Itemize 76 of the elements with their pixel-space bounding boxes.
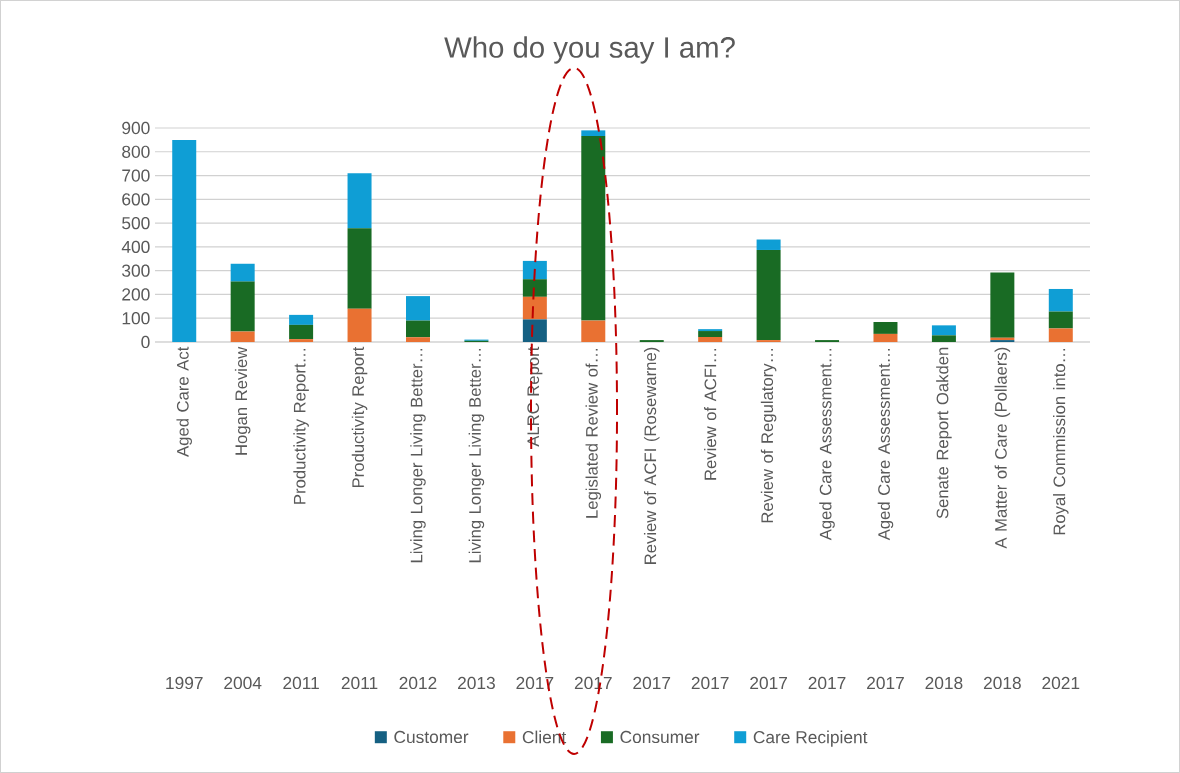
bar (931, 325, 956, 336)
bar (405, 296, 430, 321)
y-tick-label: 700 (122, 169, 150, 182)
y-tick-label: 0 (141, 335, 150, 349)
bar (522, 279, 547, 297)
bar (873, 333, 898, 342)
bar (522, 260, 547, 280)
text: 2018 (925, 676, 963, 690)
x-tick-label: Royal Commission into… (1053, 349, 1069, 535)
x-tick-label: Senate Report Oakden (936, 347, 952, 519)
y-tick-label: 400 (121, 240, 150, 254)
x-tick-label: Productivity Report… (293, 348, 309, 504)
text: 2011 (341, 676, 378, 690)
text: 2017 (574, 676, 612, 690)
bar (1048, 311, 1073, 329)
bar (347, 173, 372, 229)
bar (990, 272, 1015, 338)
bar (756, 249, 781, 341)
text: 2013 (458, 676, 495, 690)
x-tick-label: Productivity Report (351, 346, 368, 488)
x-tick-label: Aged Care Assessment… (877, 348, 894, 541)
bar (405, 337, 430, 342)
legend-label: Consumer (620, 730, 700, 744)
y-tick-label: 600 (122, 193, 150, 206)
y-tick-label: 100 (122, 312, 150, 325)
bar (172, 139, 197, 342)
x-tick-label: Review of Regulatory… (760, 349, 777, 523)
bar (1048, 328, 1073, 342)
bar (289, 339, 314, 342)
bar (873, 322, 898, 334)
text: 2004 (224, 676, 262, 690)
bar (347, 308, 372, 342)
y-tick-label: 800 (122, 145, 150, 158)
bar (931, 335, 956, 342)
bar (289, 314, 314, 325)
bar (230, 281, 255, 332)
y-tick-label: 300 (122, 264, 150, 277)
x-tick-label: Review of ACFI… (704, 348, 717, 480)
bar (698, 336, 723, 342)
text: 2017 (633, 676, 671, 690)
legend-label: Care Recipient (753, 730, 868, 747)
text: 2017 (750, 676, 787, 690)
x-tick-label: A Matter of Care (Pollaers) (994, 347, 1011, 549)
x-tick-label: Hogan Review (234, 346, 251, 455)
y-tick-label: 900 (122, 121, 150, 135)
bar (581, 136, 606, 321)
bar (522, 296, 547, 320)
x-tick-label: Living Longer Living Better… (468, 349, 485, 563)
x-tick-label: Aged Care Assessment… (819, 348, 835, 541)
y-tick-label: 200 (122, 288, 150, 301)
x-tick-label: Living Longer Living Better… (410, 349, 426, 563)
bar (756, 239, 781, 250)
bar (405, 320, 430, 338)
x-tick-label: Review of ACFI (Rosewarne) (643, 347, 660, 564)
bar (230, 331, 255, 342)
bar (1048, 288, 1073, 312)
bar (698, 331, 723, 337)
bar (581, 130, 606, 137)
chart-title: Who do you say I am? (444, 36, 735, 64)
text: 2021 (1042, 676, 1080, 690)
text: 2017 (867, 676, 904, 690)
text: 2012 (399, 676, 437, 690)
text: 1997 (166, 676, 203, 690)
bar (347, 228, 372, 309)
text: 2017 (808, 676, 846, 690)
bar (522, 319, 547, 342)
x-tick-label: Aged Care Act (176, 346, 192, 457)
text: 2011 (283, 676, 319, 690)
legend-label: Customer (394, 730, 469, 744)
bar (289, 324, 314, 340)
bar (230, 263, 255, 282)
y-tick-label: 500 (122, 216, 150, 230)
bar (581, 320, 606, 342)
text: 2018 (983, 676, 1021, 690)
x-tick-label: Legislated Review of… (585, 349, 602, 518)
text: 2017 (691, 676, 729, 690)
